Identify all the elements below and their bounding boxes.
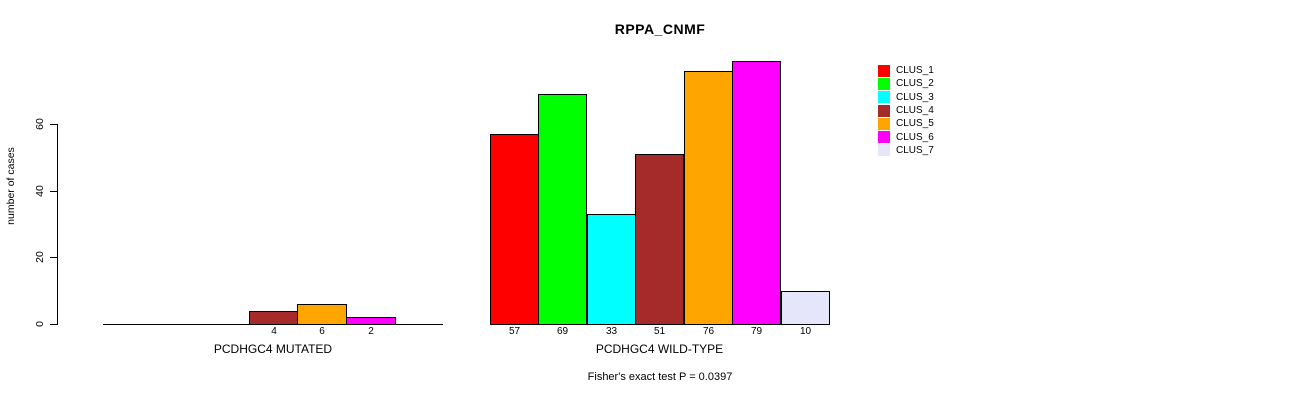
bar-clus-6 — [346, 317, 396, 325]
legend-swatch-icon — [878, 64, 890, 77]
bar-clus-3 — [587, 214, 636, 325]
bar-value-label: 2 — [368, 326, 374, 337]
y-axis-line — [57, 124, 58, 325]
legend-label: CLUS_7 — [896, 144, 934, 156]
legend-swatch-icon — [878, 104, 890, 117]
bar-value-label: 6 — [319, 326, 325, 337]
legend-label: CLUS_3 — [896, 91, 934, 103]
legend-item: CLUS_6 — [878, 130, 934, 144]
legend-label: CLUS_5 — [896, 118, 934, 130]
legend-swatch-icon — [878, 91, 890, 104]
bar-value-label: 4 — [271, 326, 277, 337]
y-axis-tick-label: 60 — [34, 118, 46, 130]
bar-value-label: 57 — [508, 326, 521, 337]
x-axis-group-label: PCDHGC4 MUTATED — [213, 342, 333, 356]
y-axis-tick-label: 40 — [34, 185, 46, 197]
x-axis-group-label: PCDHGC4 WILD-TYPE — [595, 342, 724, 356]
bar-clus-7 — [781, 291, 830, 325]
legend-item: CLUS_4 — [878, 104, 934, 117]
bar-value-label: 69 — [556, 326, 569, 337]
bar-clus-5 — [684, 71, 733, 325]
bar-clus-6 — [732, 61, 781, 325]
y-axis-tick — [50, 324, 57, 325]
legend-item: CLUS_2 — [878, 77, 934, 90]
bar-clus-4 — [635, 154, 684, 325]
y-axis-tick — [50, 124, 57, 125]
legend-swatch-icon — [878, 131, 890, 144]
bar-clus-1 — [490, 134, 539, 325]
bar-clus-2 — [538, 94, 587, 325]
bar-clus-4 — [249, 311, 299, 325]
bar-value-label: 76 — [702, 326, 715, 337]
y-axis-tick-label: 0 — [34, 321, 46, 327]
legend-label: CLUS_4 — [896, 105, 934, 117]
legend-item: CLUS_3 — [878, 91, 934, 104]
legend: CLUS_1 CLUS_2 CLUS_3 CLUS_4 CLUS_5 CLUS_6 CLUS… — [878, 64, 934, 157]
legend-label: CLUS_1 — [896, 65, 934, 77]
bar-value-label: 10 — [799, 326, 812, 337]
legend-swatch-icon — [878, 117, 890, 130]
y-axis-tick — [50, 257, 57, 258]
legend-label: CLUS_6 — [896, 131, 934, 143]
legend-label: CLUS_2 — [896, 78, 934, 90]
legend-item: CLUS_5 — [878, 117, 934, 130]
y-axis-tick-label: 20 — [34, 251, 46, 263]
chart-title: RPPA_CNMF — [614, 21, 706, 37]
bar-value-label: 51 — [653, 326, 666, 337]
legend-swatch-icon — [878, 144, 890, 157]
legend-item: CLUS_7 — [878, 144, 934, 157]
bar-clus-5 — [297, 304, 347, 325]
y-axis-label: number of cases — [5, 147, 17, 225]
bar-value-label: 79 — [750, 326, 763, 337]
legend-item: CLUS_1 — [878, 64, 934, 77]
legend-swatch-icon — [878, 77, 890, 90]
bar-value-label: 33 — [605, 326, 618, 337]
y-axis-tick — [50, 191, 57, 192]
caption-fishers-test: Fisher's exact test P = 0.0397 — [587, 371, 733, 383]
